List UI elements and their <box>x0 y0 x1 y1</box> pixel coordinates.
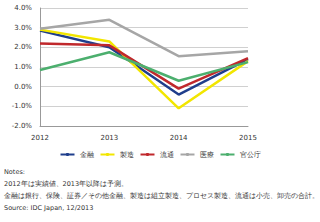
svg-text:金融: 金融 <box>80 151 94 159</box>
svg-text:官公庁: 官公庁 <box>240 151 261 159</box>
svg-text:Notes:: Notes: <box>4 168 25 176</box>
svg-text:3.0%: 3.0% <box>14 24 32 32</box>
svg-text:-1.0%: -1.0% <box>12 102 33 110</box>
svg-text:2015: 2015 <box>239 134 257 142</box>
svg-text:流通: 流通 <box>160 151 174 159</box>
svg-text:-2.0%: -2.0% <box>12 122 33 130</box>
svg-text:金融は銀行、保険、証券／その他金融、製造は組立製造、プロセス: 金融は銀行、保険、証券／その他金融、製造は組立製造、プロセス製造、流通は小売、卸… <box>4 192 319 200</box>
svg-text:0.0%: 0.0% <box>14 83 32 91</box>
svg-text:2012年は実績値、2013年以降は予測。: 2012年は実績値、2013年以降は予測。 <box>4 180 128 188</box>
svg-text:Source: IDC Japan, 12/2013: Source: IDC Japan, 12/2013 <box>4 204 93 212</box>
svg-text:2013: 2013 <box>100 134 118 142</box>
svg-text:1.0%: 1.0% <box>14 63 32 71</box>
svg-text:製造: 製造 <box>120 151 134 159</box>
svg-text:4.0%: 4.0% <box>14 4 32 12</box>
svg-text:医療: 医療 <box>200 151 214 159</box>
svg-text:2014: 2014 <box>170 134 188 142</box>
svg-text:2.0%: 2.0% <box>14 43 32 51</box>
svg-text:2012: 2012 <box>31 134 49 142</box>
